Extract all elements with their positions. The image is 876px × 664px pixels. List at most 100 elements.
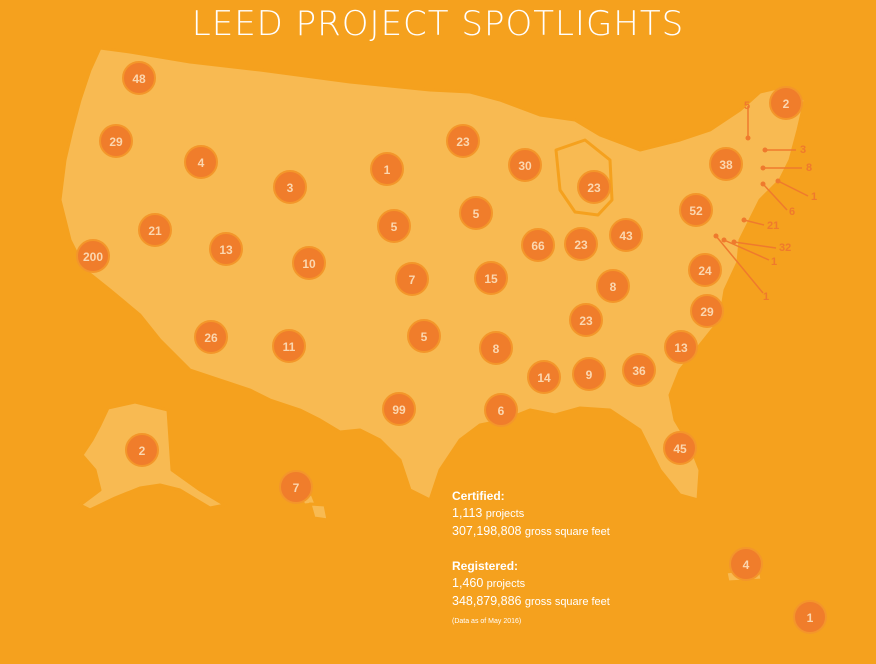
marker-circle: [125, 433, 159, 467]
marker-label: 7: [409, 273, 416, 287]
registered-projects-count: 1,460: [452, 576, 484, 590]
data-date-note: (Data as of May 2016): [452, 618, 522, 625]
state-marker: 13: [209, 232, 243, 266]
state-marker: 200: [76, 239, 110, 273]
callout-label: 21: [767, 220, 779, 232]
marker-label: 2: [139, 444, 146, 458]
marker-label: 52: [689, 204, 703, 218]
marker-circle: [484, 393, 518, 427]
registered-block: Registered: 1,460 projects 348,879,886 g…: [452, 558, 610, 630]
callout-dot: [713, 233, 719, 239]
callout-dot: [760, 165, 766, 171]
callout-dot: [775, 178, 781, 184]
marker-circle: [474, 261, 508, 295]
state-marker: 23: [446, 124, 480, 158]
state-marker: 4: [184, 145, 218, 179]
marker-label: 14: [537, 371, 551, 385]
marker-circle: [664, 330, 698, 364]
registered-area-value: 348,879,886: [452, 594, 522, 608]
callout-dot: [762, 147, 768, 153]
state-marker: 5: [459, 196, 493, 230]
marker-label: 29: [109, 135, 123, 149]
state-marker: 2: [769, 86, 803, 120]
marker-circle: [209, 232, 243, 266]
marker-circle: [688, 253, 722, 287]
registered-projects: 1,460 projects: [452, 575, 610, 593]
marker-circle: [527, 360, 561, 394]
callout-line: [743, 219, 765, 226]
state-marker: 7: [279, 470, 313, 504]
certified-heading: Certified:: [452, 489, 505, 503]
marker-circle: [377, 209, 411, 243]
marker-circle: [577, 170, 611, 204]
marker-label: 30: [518, 159, 532, 173]
certified-projects-unit: projects: [485, 508, 525, 520]
callout-label: 5: [744, 100, 750, 112]
marker-label: 43: [619, 229, 633, 243]
map-title: LEED PROJECT SPOTLIGHTS: [191, 4, 685, 44]
marker-circle: [194, 320, 228, 354]
state-marker: 1: [370, 152, 404, 186]
marker-label: 5: [473, 207, 480, 221]
stats-panel: Certified: 1,113 projects 307,198,808 gr…: [452, 488, 610, 630]
state-marker: 13: [664, 330, 698, 364]
state-marker: 52: [679, 193, 713, 227]
state-marker: 21: [138, 213, 172, 247]
marker-circle: [273, 170, 307, 204]
marker-label: 4: [198, 156, 205, 170]
callout-dot: [745, 135, 751, 141]
marker-label: 4: [743, 558, 750, 572]
state-marker: 30: [508, 148, 542, 182]
marker-circle: [292, 246, 326, 280]
marker-label: 23: [579, 314, 593, 328]
state-marker: 36: [622, 353, 656, 387]
registered-projects-unit: projects: [486, 578, 526, 590]
state-marker: 26: [194, 320, 228, 354]
marker-circle: [407, 319, 441, 353]
marker-label: 23: [456, 135, 470, 149]
marker-label: 38: [719, 158, 733, 172]
state-marker: 29: [99, 124, 133, 158]
state-marker: 9: [572, 357, 606, 391]
marker-circle: [459, 196, 493, 230]
marker-label: 21: [148, 224, 162, 238]
marker-circle: [508, 148, 542, 182]
marker-label: 3: [287, 181, 294, 195]
registered-area: 348,879,886 gross square feet: [452, 593, 610, 611]
marker-label: 6: [498, 404, 505, 418]
state-marker: 29: [690, 294, 724, 328]
state-marker: 45: [663, 431, 697, 465]
marker-label: 1: [807, 611, 814, 625]
state-marker: 10: [292, 246, 326, 280]
marker-circle: [569, 303, 603, 337]
state-marker: 2: [125, 433, 159, 467]
state-marker: 1: [793, 600, 827, 634]
callout-label: 1: [771, 256, 777, 268]
certified-area-value: 307,198,808: [452, 524, 522, 538]
marker-circle: [99, 124, 133, 158]
callout-label: 1: [811, 191, 817, 203]
marker-label: 45: [673, 442, 687, 456]
marker-circle: [138, 213, 172, 247]
state-marker: 11: [272, 329, 306, 363]
marker-circle: [690, 294, 724, 328]
callout-dot: [741, 217, 747, 223]
marker-circle: [663, 431, 697, 465]
state-marker: 23: [564, 227, 598, 261]
marker-label: 9: [586, 368, 593, 382]
marker-circle: [609, 218, 643, 252]
marker-label: 15: [484, 272, 498, 286]
callout-line: [715, 235, 764, 294]
state-marker: 23: [577, 170, 611, 204]
state-marker: 24: [688, 253, 722, 287]
marker-circle: [479, 331, 513, 365]
marker-circle: [76, 239, 110, 273]
contiguous-us-land: [58, 46, 807, 502]
marker-circle: [370, 152, 404, 186]
marker-label: 48: [132, 72, 146, 86]
state-marker: 4: [729, 547, 763, 581]
callout-line: [733, 241, 777, 249]
callout-label: 1: [763, 291, 769, 303]
